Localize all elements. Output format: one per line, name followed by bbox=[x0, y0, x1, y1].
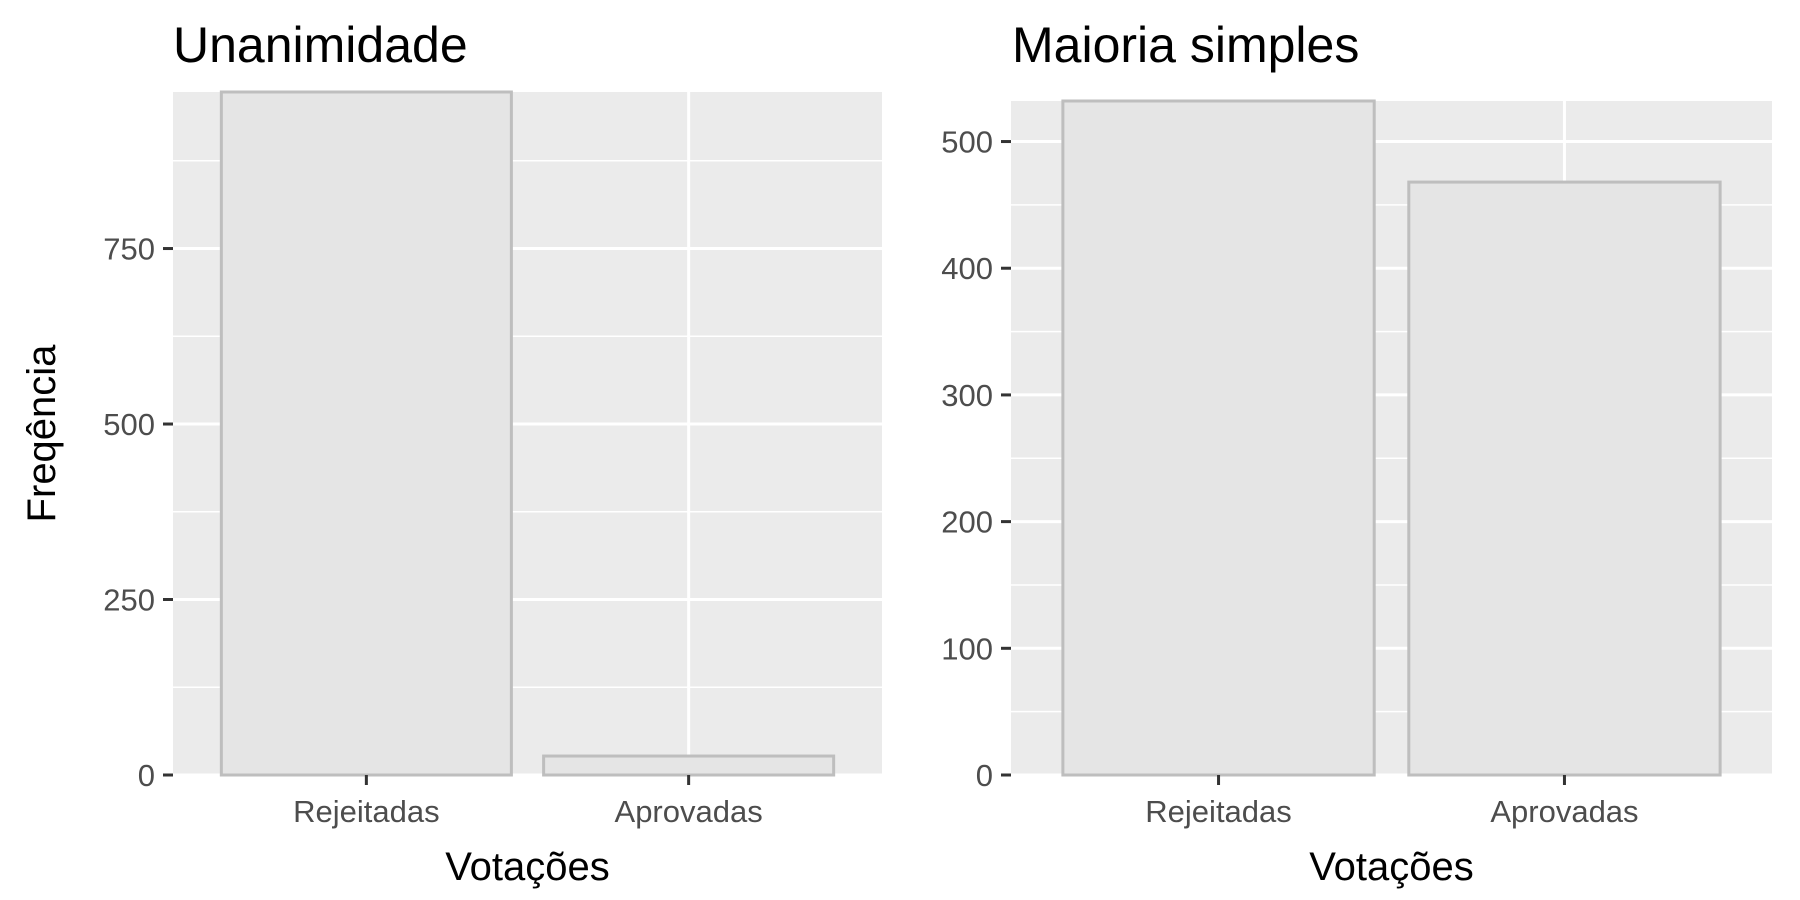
x-tick-label-rejeitadas: Rejeitadas bbox=[1145, 794, 1291, 829]
bar-aprovadas bbox=[542, 754, 836, 777]
y-tick-label: 250 bbox=[103, 583, 155, 618]
x-axis-title: Votações bbox=[1309, 845, 1474, 889]
y-tick-label: 0 bbox=[976, 758, 993, 793]
chart-title: Maioria simples bbox=[1012, 17, 1359, 73]
chart-maioria-simples: 0 100 200 300 400 500 Rejeitadas Aprovadas Maior… bbox=[941, 17, 1772, 889]
y-tick-label: 100 bbox=[941, 631, 993, 666]
y-tick-label: 200 bbox=[941, 505, 993, 540]
y-tick-label: 400 bbox=[941, 251, 993, 286]
x-tick-label-aprovadas: Aprovadas bbox=[1490, 794, 1638, 829]
bar-rejeitadas bbox=[1061, 99, 1376, 777]
chart-title: Unanimidade bbox=[173, 17, 468, 73]
x-axis-title: Votações bbox=[445, 845, 610, 889]
y-tick-label: 750 bbox=[103, 232, 155, 267]
y-axis-title: Freqência bbox=[20, 344, 64, 523]
x-tick-label-aprovadas: Aprovadas bbox=[615, 794, 763, 829]
y-tick-label: 300 bbox=[941, 378, 993, 413]
y-tick-label: 500 bbox=[941, 125, 993, 160]
bar-rejeitadas bbox=[219, 90, 513, 777]
chart-unanimidade: 0 250 500 750 Rejeitadas Aprovadas Unanimidade… bbox=[20, 17, 882, 889]
y-tick-label: 500 bbox=[103, 407, 155, 442]
bar-aprovadas bbox=[1407, 180, 1722, 777]
y-tick-label: 0 bbox=[138, 758, 155, 793]
x-tick-label-rejeitadas: Rejeitadas bbox=[293, 794, 439, 829]
